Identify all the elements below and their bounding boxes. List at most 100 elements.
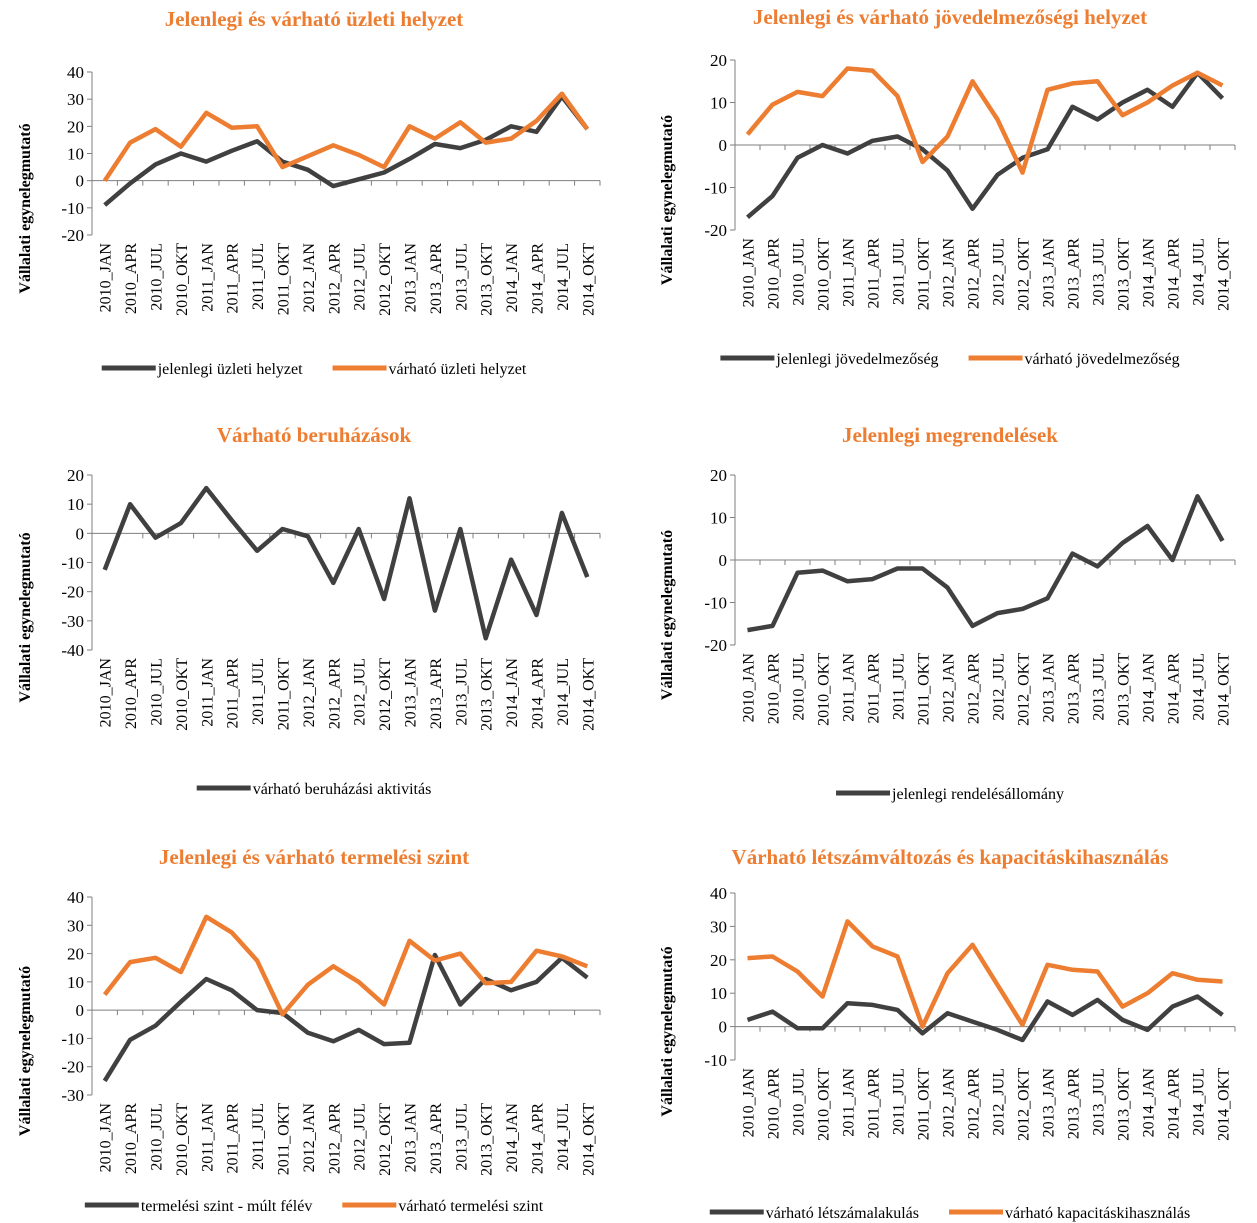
y-tick-label: -10 [704,1051,727,1070]
x-tick-label: 2011_JUL [891,1068,908,1135]
y-tick-label: 0 [719,136,728,155]
x-tick-label: 2013_JUL [1091,653,1108,721]
y-axis-label: Vállalati egynelegmutató [659,530,676,700]
series-line [745,66,1224,175]
x-tick-label: 2013_JUL [1091,238,1108,306]
legend: várható létszámalakulás várható kapacitás… [709,1205,1190,1222]
x-tick-label: 2011_JAN [841,1068,858,1137]
x-tick-label: 2013_JAN [403,658,420,728]
series-line [102,914,589,1017]
x-tick-label: 2014_JAN [1141,238,1158,308]
x-tick-label: 2014_OKT [1216,653,1233,726]
x-tick-label: 2014_JAN [1141,653,1158,723]
legend-label: jelenlegi jövedelmezőség [775,351,938,368]
x-tick-label: 2011_APR [866,238,883,309]
x-tick-label: 2010_OKT [816,653,833,726]
legend: jelenlegi rendelésállomány [836,786,1064,803]
y-tick-label: 30 [710,917,727,936]
x-tick-label: 2012_OKT [377,243,394,316]
x-tick-label: 2010_APR [123,658,140,729]
x-tick-label: 2012_APR [966,238,983,309]
x-tick-label: 2013_OKT [1116,653,1133,726]
x-tick-label: 2010_OKT [816,1068,833,1141]
x-tick-label: 2011_APR [866,1068,883,1139]
chart-title: Várható létszámváltozás és kapacitáskiha… [732,845,1169,869]
legend: jelenlegi jövedelmezőség várható jövedelm… [720,351,1180,368]
x-tick-label: 2011_JUL [891,238,908,305]
x-tick-label: 2013_JAN [1041,238,1058,308]
x-tick-label: 2010_APR [123,243,140,314]
x-tick-label: 2011_JUL [250,1103,267,1170]
legend-label: várható termelési szint [398,1198,543,1215]
x-tick-label: 2014_APR [1166,653,1183,724]
x-tick-label: 2012_APR [326,658,343,729]
x-tick-label: 2011_JAN [199,658,216,727]
x-tick-label: 2011_OKT [276,243,293,316]
x-tick-label: 2012_JAN [301,243,318,313]
y-tick-label: -20 [704,636,727,655]
x-tick-label: 2014_OKT [580,658,597,731]
y-tick-label: 0 [719,1018,728,1037]
x-tick-label: 2013_APR [428,1103,445,1174]
x-tick-label: 2014_JUL [1191,238,1208,306]
x-tick-label: 2013_JUL [453,243,470,311]
x-tick-label: 2013_JAN [403,1103,420,1173]
x-tick-label: 2011_JAN [199,243,216,312]
x-tick-label: 2013_APR [1066,653,1083,724]
x-tick-label: 2013_JUL [453,1103,470,1171]
series-line [747,494,1225,633]
x-tick-label: 2013_JUL [453,658,470,726]
x-tick-label: 2014_JAN [504,1103,521,1173]
x-tick-label: 2014_JUL [555,243,572,311]
x-tick-label: 2010_OKT [816,238,833,311]
x-tick-label: 2010_APR [123,1103,140,1174]
y-tick-label: 20 [710,466,727,485]
x-tick-label: 2012_JUL [991,238,1008,306]
y-tick-label: 40 [67,888,84,907]
legend-label: várható jövedelmezőség [1025,351,1180,368]
x-tick-label: 2014_JUL [555,1103,572,1171]
x-tick-label: 2011_JAN [841,653,858,722]
x-tick-label: 2010_APR [766,238,783,309]
x-tick-label: 2011_JUL [250,243,267,310]
x-tick-label: 2013_OKT [1116,1068,1133,1141]
x-tick-label: 2013_JAN [403,243,420,313]
chart-title: Jelenlegi megrendelések [842,423,1058,447]
x-tick-label: 2013_OKT [479,1103,496,1176]
x-tick-label: 2010_APR [766,653,783,724]
x-tick-label: 2013_JAN [1041,653,1058,723]
y-tick-label: 10 [710,509,727,528]
y-tick-label: -30 [61,1086,84,1105]
x-tick-label: 2013_JUL [1091,1068,1108,1136]
series-line [746,994,1224,1043]
y-tick-label: -10 [704,179,727,198]
x-tick-label: 2012_OKT [377,658,394,731]
series-line [747,919,1223,1029]
y-tick-label: 20 [67,945,84,964]
x-tick-label: 2013_APR [428,658,445,729]
legend-label: várható beruházási aktivitás [253,781,432,798]
y-tick-label: -30 [61,612,84,631]
x-tick-label: 2012_APR [326,243,343,314]
x-tick-label: 2013_OKT [1116,238,1133,311]
x-tick-label: 2014_OKT [580,1103,597,1176]
y-tick-label: -10 [704,594,727,613]
legend: várható beruházási aktivitás [196,781,432,798]
y-tick-label: 10 [710,984,727,1003]
y-tick-label: 10 [710,94,727,113]
y-tick-label: -10 [61,554,84,573]
y-tick-label: 20 [67,117,84,136]
x-tick-label: 2011_OKT [916,1068,933,1141]
x-tick-label: 2014_OKT [580,243,597,316]
y-tick-label: 10 [67,973,84,992]
x-tick-label: 2011_APR [225,243,242,314]
y-tick-label: -20 [61,226,84,245]
y-tick-label: 40 [67,63,84,82]
x-tick-label: 2014_APR [1166,1068,1183,1139]
x-tick-label: 2010_OKT [174,658,191,731]
legend: jelenlegi üzleti helyzet várható üzleti h… [101,361,527,378]
x-tick-label: 2012_APR [966,653,983,724]
x-tick-label: 2014_JUL [555,658,572,726]
x-tick-label: 2011_APR [866,653,883,724]
